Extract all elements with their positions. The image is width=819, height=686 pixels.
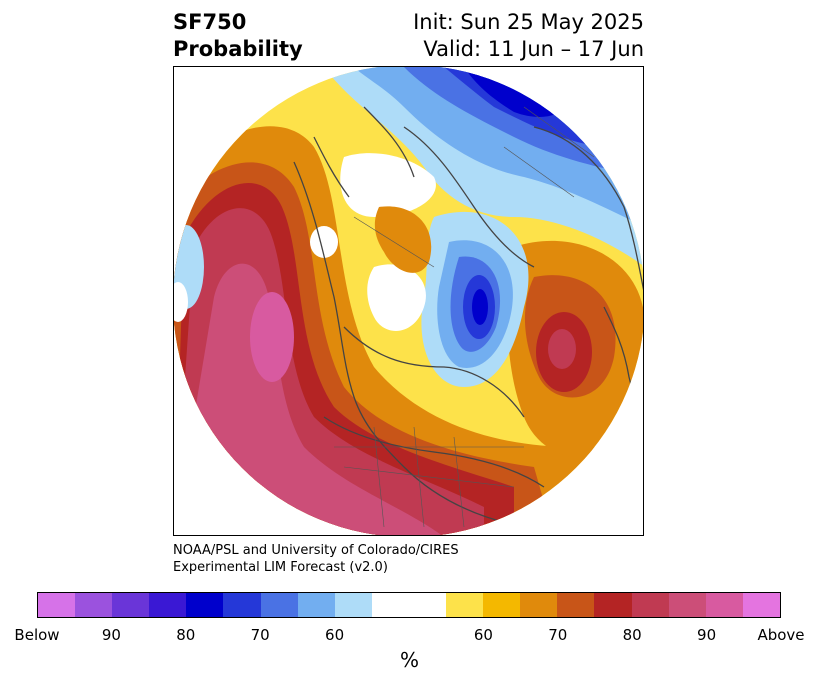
colorbar-segment xyxy=(705,593,743,617)
colorbar-segment xyxy=(594,593,632,617)
valid-range: Valid: 11 Jun – 17 Jun xyxy=(423,37,644,61)
colorbar-segment xyxy=(557,593,595,617)
colorbar-segment xyxy=(631,593,669,617)
colorbar-tick-labels: Below 90 80 70 60 60 70 80 90 Above xyxy=(0,626,819,646)
colorbar-segment xyxy=(38,593,76,617)
colorbar-tick-label: 70 xyxy=(548,626,568,644)
colorbar-tick-label: 90 xyxy=(101,626,121,644)
colorbar-segment xyxy=(260,593,298,617)
colorbar-tick-label: 80 xyxy=(176,626,196,644)
colorbar-segment xyxy=(668,593,706,617)
colorbar-segment xyxy=(446,593,484,617)
colorbar-segment xyxy=(75,593,113,617)
colorbar-segment xyxy=(297,593,335,617)
map-title: SF750 Probability xyxy=(173,9,303,63)
colorbar-tick-label: 60 xyxy=(473,626,493,644)
colorbar-tick-label: 60 xyxy=(325,626,345,644)
map-panel xyxy=(173,66,644,536)
coastlines xyxy=(293,106,643,528)
colorbar-segment xyxy=(149,593,187,617)
colorbar-segment xyxy=(520,593,558,617)
colorbar-segment xyxy=(742,593,780,617)
colorbar-segment xyxy=(408,593,447,617)
colorbar-tick-label: Below xyxy=(14,626,60,644)
probability-fields xyxy=(174,67,643,535)
colorbar-unit-label: % xyxy=(399,648,419,672)
variable-title: SF750 xyxy=(173,10,247,34)
colorbar-segment xyxy=(334,593,372,617)
colorbar-segment xyxy=(371,593,409,617)
colorbar-tick-label: 70 xyxy=(250,626,270,644)
credit-text: NOAA/PSL and University of Colorado/CIRE… xyxy=(173,542,459,576)
colorbar xyxy=(37,592,781,618)
colorbar-segment xyxy=(186,593,224,617)
colorbar-segment xyxy=(112,593,150,617)
colorbar-segment xyxy=(483,593,521,617)
subtitle: Probability xyxy=(173,37,303,61)
init-date: Init: Sun 25 May 2025 xyxy=(413,10,644,34)
colorbar-segment xyxy=(223,593,261,617)
credit-line-2: Experimental LIM Forecast (v2.0) xyxy=(173,560,388,575)
probability-map xyxy=(174,67,643,535)
credit-line-1: NOAA/PSL and University of Colorado/CIRE… xyxy=(173,543,459,558)
colorbar-tick-label: 90 xyxy=(697,626,717,644)
colorbar-tick-label: Above xyxy=(757,626,805,644)
date-info: Init: Sun 25 May 2025 Valid: 11 Jun – 17… xyxy=(413,9,644,63)
borders xyxy=(334,106,595,528)
colorbar-tick-label: 80 xyxy=(622,626,642,644)
